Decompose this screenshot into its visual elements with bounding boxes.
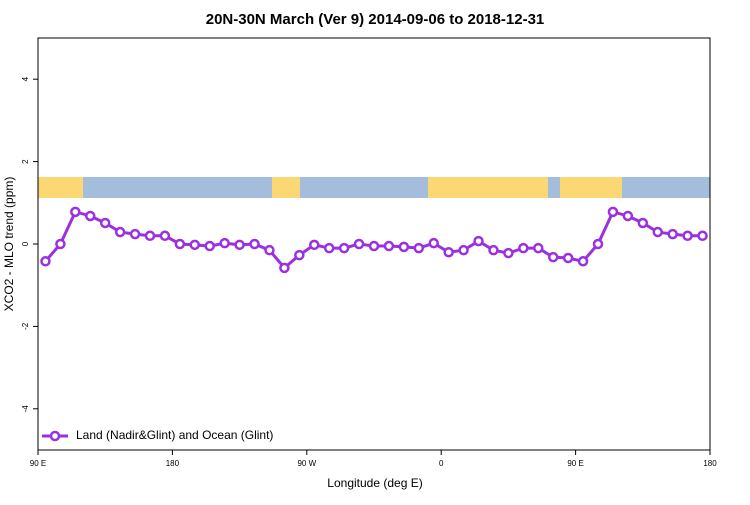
point (547, 251, 559, 263)
point (323, 242, 335, 254)
point (458, 244, 469, 256)
point (264, 244, 275, 256)
y-axis-label: XCO2 - MLO trend (ppm) (2, 177, 16, 312)
legend-marker (49, 430, 61, 442)
point (249, 238, 260, 250)
point (697, 230, 708, 242)
point (353, 238, 365, 250)
point (443, 246, 454, 258)
point (219, 237, 230, 249)
point (622, 210, 634, 222)
legend-label: Land (Nadir&Glint) and Ocean (Glint) (76, 428, 273, 442)
point (189, 239, 201, 251)
x-tick-label: 0 (439, 459, 444, 468)
point (652, 226, 663, 238)
point (234, 239, 245, 251)
point (368, 240, 380, 252)
point (682, 230, 693, 242)
point (488, 244, 499, 256)
y-tick-label: -2 (21, 322, 30, 330)
x-axis-label: Longitude (deg E) (327, 476, 422, 490)
point (40, 256, 51, 267)
y-tick-label: 2 (21, 159, 30, 164)
x-tick-label: 180 (703, 459, 717, 468)
point (309, 239, 320, 251)
point (55, 238, 66, 250)
point (562, 252, 574, 264)
x-tick-label: 180 (166, 459, 180, 468)
point (204, 240, 215, 252)
x-tick-label: 90 E (567, 459, 583, 468)
point (129, 228, 141, 240)
y-tick-label: -4 (21, 405, 30, 413)
point (518, 242, 529, 254)
map-strip (38, 177, 710, 198)
point (413, 242, 425, 254)
point (294, 249, 305, 261)
point (70, 206, 81, 218)
point (279, 262, 290, 274)
point (383, 240, 395, 252)
point (159, 230, 171, 242)
point (85, 210, 96, 222)
point (174, 238, 186, 250)
point (667, 228, 678, 240)
point (114, 226, 126, 238)
y-tick-label: 4 (21, 76, 30, 81)
point (637, 217, 649, 229)
point (533, 242, 544, 254)
point (144, 230, 156, 242)
point (592, 238, 604, 250)
point (577, 256, 589, 267)
point (99, 217, 111, 229)
point (428, 237, 439, 249)
chart-title: 20N-30N March (Ver 9) 2014-09-06 to 2018… (206, 11, 545, 28)
point (398, 241, 410, 253)
point (503, 247, 514, 259)
series-line (44, 210, 703, 271)
point (338, 242, 350, 254)
point (607, 206, 619, 218)
y-tick-label: 0 (21, 241, 30, 246)
point (473, 235, 484, 247)
x-tick-label: 90 W (297, 459, 316, 468)
x-tick-label: 90 E (30, 459, 46, 468)
